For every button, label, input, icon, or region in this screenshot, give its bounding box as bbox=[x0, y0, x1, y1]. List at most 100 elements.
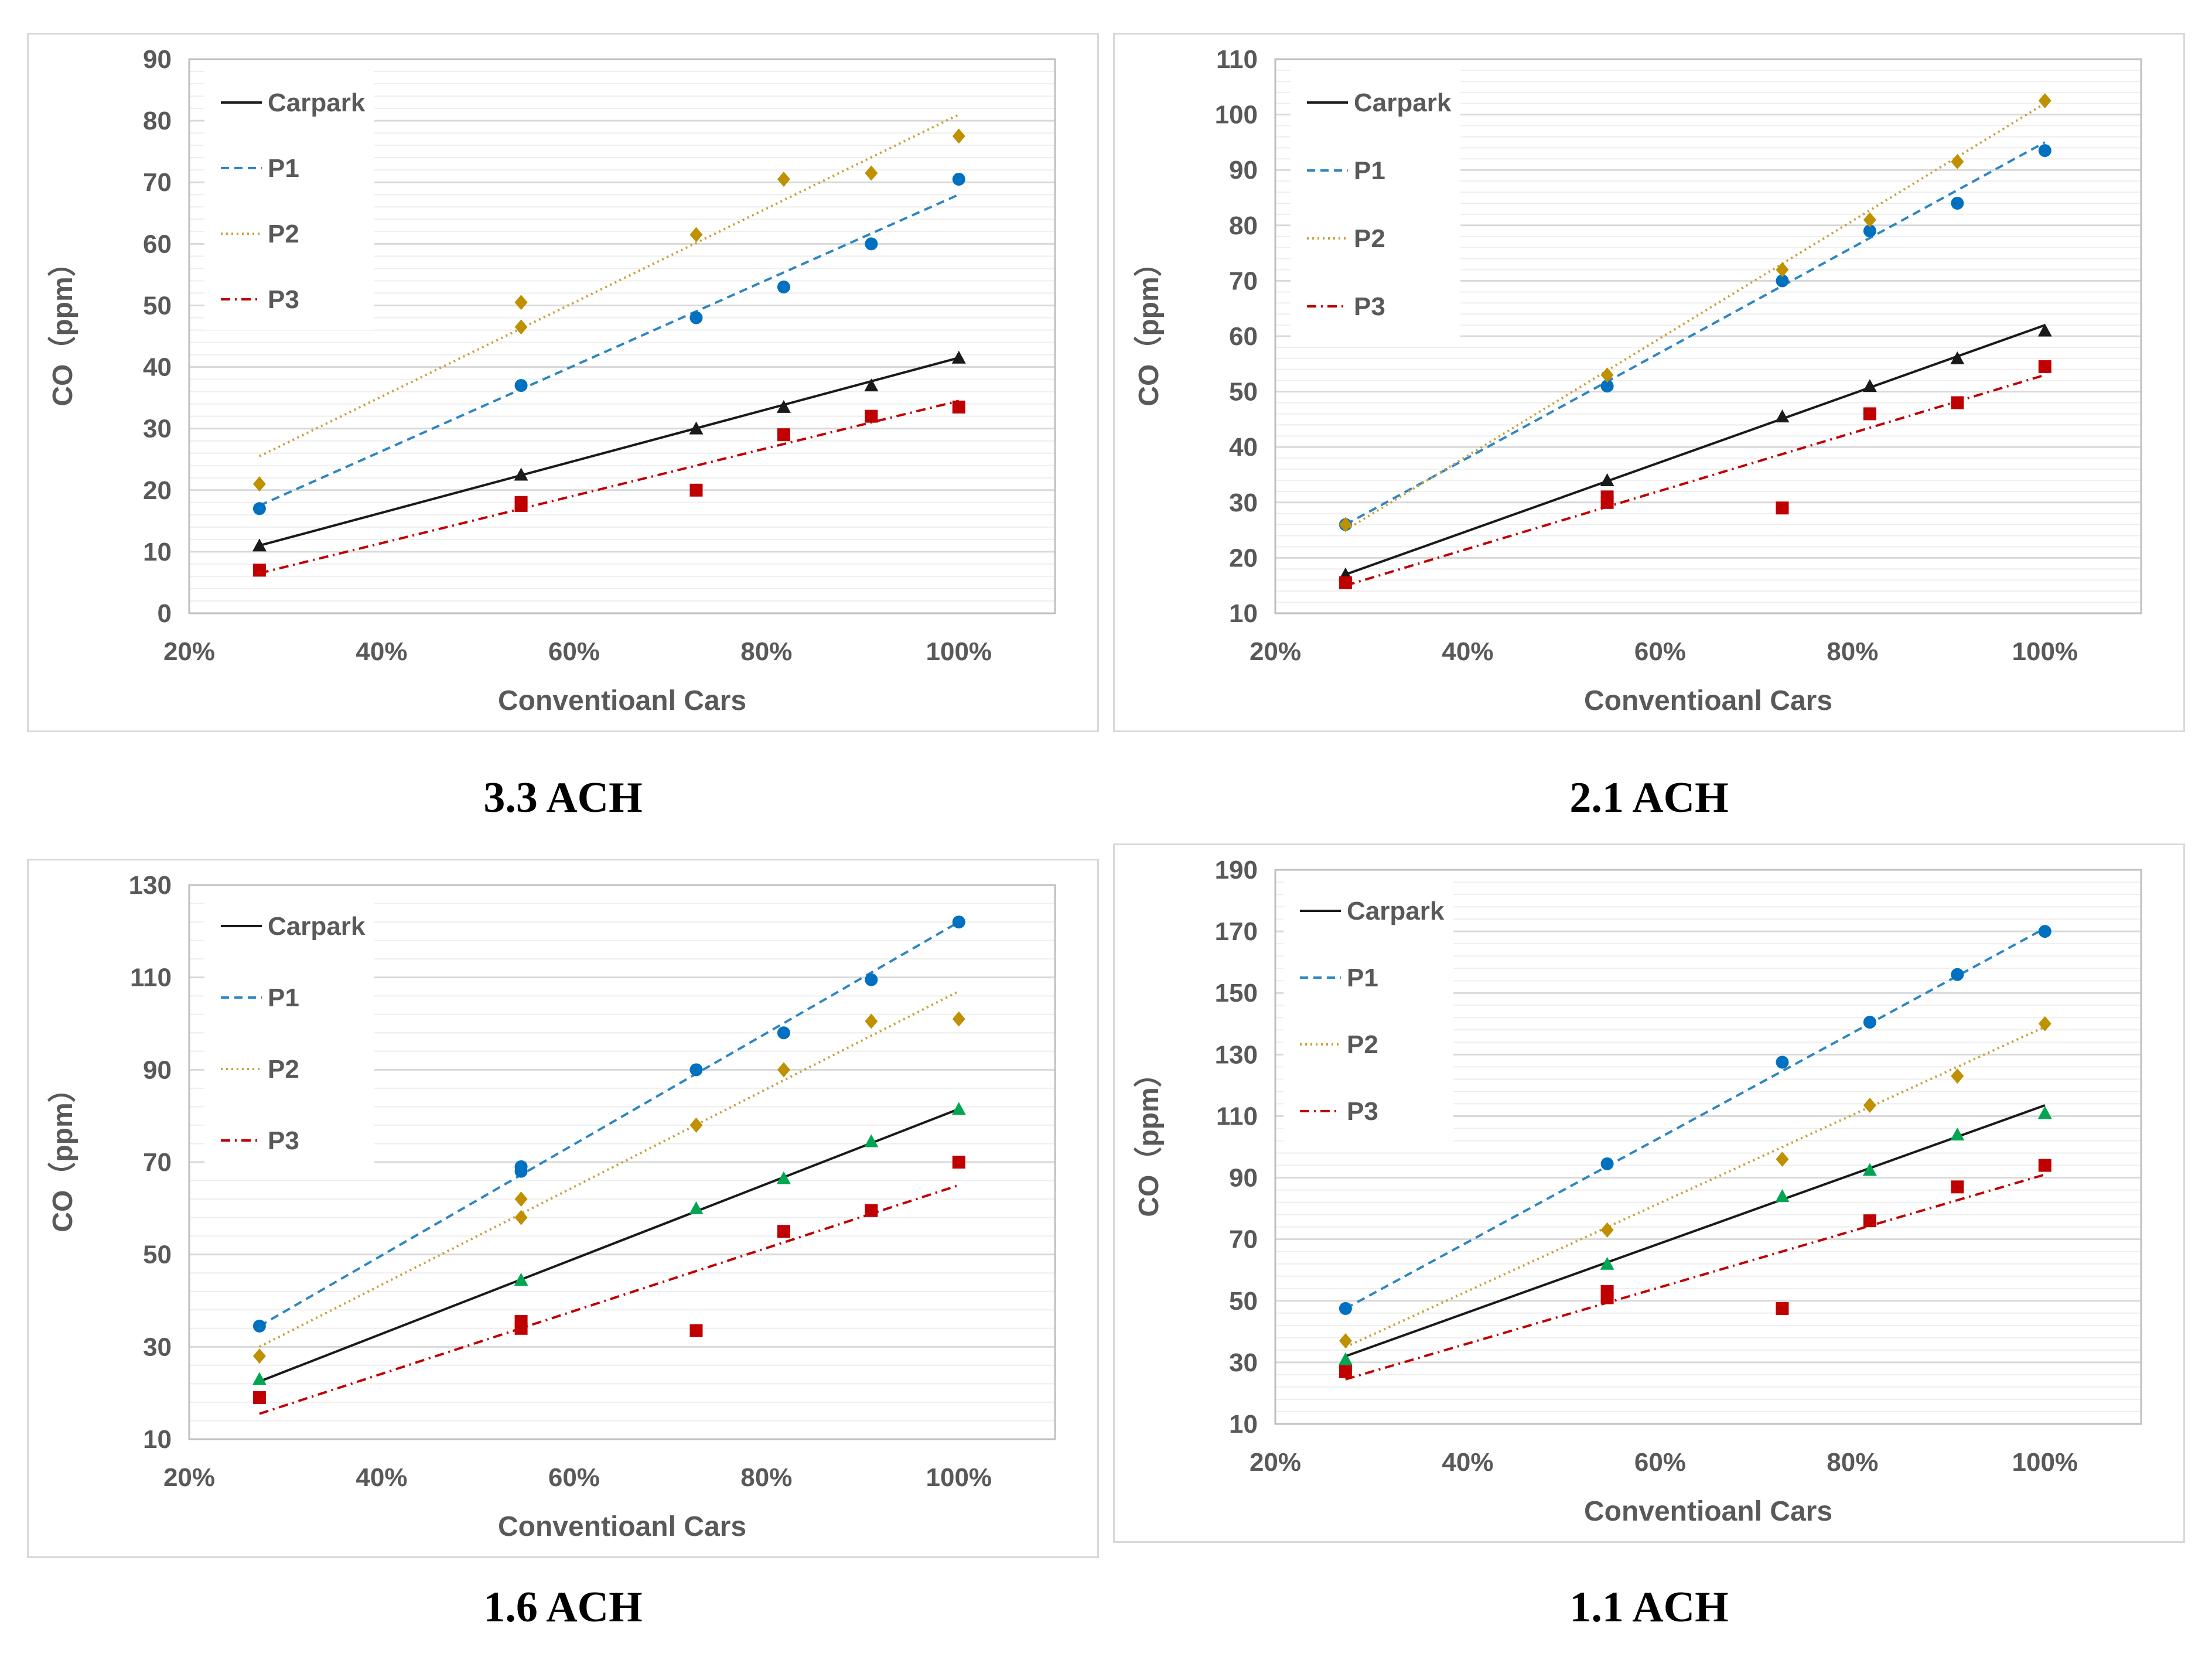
data-point-carpark bbox=[252, 1372, 267, 1385]
y-tick-label: 0 bbox=[158, 599, 172, 628]
legend: Carpark P1 P2 P3 bbox=[1291, 67, 1460, 339]
data-point-p1 bbox=[1776, 1056, 1789, 1069]
plot-area-frame bbox=[188, 58, 1056, 614]
x-tick-label: 20% bbox=[1250, 1448, 1301, 1477]
data-point-p1 bbox=[689, 311, 703, 325]
series-p3 bbox=[252, 399, 965, 577]
y-tick-label: 30 bbox=[1229, 1348, 1258, 1377]
data-point-p2 bbox=[1863, 212, 1876, 228]
data-point-carpark bbox=[689, 1201, 704, 1214]
x-axis-ticks: 20% 40% 60% 80% 100% bbox=[163, 1463, 992, 1492]
data-point-carpark bbox=[864, 378, 879, 392]
data-point-carpark bbox=[252, 538, 267, 552]
y-tick-label: 30 bbox=[143, 1333, 172, 1361]
chart-panel-1-6-ach: 10 30 50 70 90 110 130 20% 40% 60% 80% 100% Conventi… bbox=[27, 859, 1099, 1558]
y-tick-label: 70 bbox=[143, 1148, 172, 1177]
series-carpark bbox=[1338, 323, 2052, 580]
legend-label-p3: P3 bbox=[268, 285, 299, 314]
y-tick-label: 110 bbox=[1216, 45, 1258, 74]
data-point-p3 bbox=[865, 409, 878, 423]
data-point-p2 bbox=[514, 1191, 528, 1207]
data-point-p3 bbox=[2038, 1159, 2051, 1172]
legend: Carpark P1 P2 P3 bbox=[204, 67, 374, 330]
caption-2-1-ach: 2.1 ACH bbox=[1569, 774, 1729, 822]
data-point-p2 bbox=[952, 128, 965, 144]
data-point-p3 bbox=[1776, 1302, 1789, 1315]
y-tick-label: 100 bbox=[1215, 101, 1258, 129]
legend-background bbox=[204, 67, 374, 330]
x-axis-title: Conventioanl Cars bbox=[1584, 685, 1832, 716]
data-point-carpark bbox=[951, 1102, 966, 1115]
y-tick-label: 150 bbox=[1215, 979, 1258, 1007]
data-point-carpark bbox=[1862, 1163, 1877, 1176]
data-point-p1 bbox=[1863, 1016, 1876, 1029]
plot-area-frame bbox=[1274, 58, 2142, 614]
y-tick-label: 130 bbox=[129, 871, 172, 900]
chart-1-6-ach: 10 30 50 70 90 110 130 20% 40% 60% 80% 100% Conventi… bbox=[47, 871, 1056, 1542]
trendline-carpark bbox=[259, 356, 960, 547]
x-tick-label: 20% bbox=[1250, 637, 1301, 666]
series-p2 bbox=[252, 990, 965, 1364]
data-point-p2 bbox=[1339, 517, 1352, 532]
trendline-carpark bbox=[1345, 324, 2046, 576]
plot-area-frame bbox=[1274, 869, 2142, 1425]
data-point-p1 bbox=[952, 172, 965, 186]
y-tick-label: 130 bbox=[1215, 1040, 1258, 1069]
data-point-p3 bbox=[252, 563, 266, 577]
data-point-p3 bbox=[952, 1156, 965, 1169]
y-axis-title: CO（ppm） bbox=[1134, 1059, 1165, 1217]
data-point-carpark bbox=[1600, 473, 1614, 486]
legend-label-carpark: Carpark bbox=[1354, 88, 1452, 117]
data-point-p1 bbox=[1863, 224, 1876, 238]
data-point-p2 bbox=[514, 295, 528, 310]
data-point-p2 bbox=[1951, 1068, 1964, 1084]
data-point-p2 bbox=[2038, 93, 2051, 108]
y-tick-label: 10 bbox=[1229, 599, 1258, 628]
x-tick-label: 80% bbox=[740, 637, 792, 666]
chart-panel-1-1-ach: 10 30 50 70 90 110 130 150 170 190 20% 40% 60% 80% 100… bbox=[1113, 843, 2185, 1543]
y-tick-label: 30 bbox=[1229, 489, 1258, 517]
data-point-p3 bbox=[1339, 1365, 1352, 1378]
y-tick-label: 90 bbox=[143, 45, 172, 74]
data-point-carpark bbox=[1600, 1256, 1614, 1270]
data-point-p2 bbox=[2038, 1016, 2051, 1031]
data-point-p3 bbox=[1951, 396, 1964, 409]
data-point-p3 bbox=[1951, 1180, 1964, 1194]
data-point-p3 bbox=[777, 1225, 790, 1238]
y-tick-label: 10 bbox=[143, 538, 172, 566]
x-axis-ticks: 20% 40% 60% 80% 100% bbox=[1250, 1448, 2078, 1477]
y-axis-ticks: 10 30 50 70 90 110 130 bbox=[129, 871, 172, 1454]
caption-3-3-ach: 3.3 ACH bbox=[483, 774, 643, 822]
legend: Carpark P1 P2 P3 bbox=[204, 891, 374, 1177]
data-point-p1 bbox=[1339, 1302, 1352, 1315]
data-point-carpark bbox=[689, 421, 704, 435]
data-point-p2 bbox=[777, 1062, 790, 1078]
y-tick-label: 60 bbox=[1229, 322, 1258, 351]
plot-area-frame bbox=[188, 884, 1056, 1440]
data-point-p3 bbox=[2038, 360, 2051, 374]
series-p3 bbox=[1339, 1159, 2051, 1381]
y-tick-label: 110 bbox=[1216, 1102, 1258, 1130]
legend-background bbox=[1283, 876, 1453, 1143]
data-point-p1 bbox=[689, 1063, 703, 1077]
y-tick-label: 10 bbox=[1229, 1410, 1258, 1439]
data-point-p2 bbox=[865, 1013, 878, 1029]
data-point-carpark bbox=[864, 1134, 879, 1147]
x-tick-label: 20% bbox=[163, 1463, 215, 1492]
data-point-p2 bbox=[1863, 1098, 1876, 1114]
x-tick-label: 100% bbox=[2012, 637, 2078, 666]
series-carpark bbox=[252, 1102, 966, 1385]
x-tick-label: 100% bbox=[926, 1463, 992, 1492]
data-point-carpark bbox=[776, 1171, 791, 1184]
y-tick-label: 20 bbox=[143, 476, 172, 505]
data-point-p1 bbox=[777, 280, 790, 293]
data-point-p2 bbox=[252, 476, 266, 492]
chart-2-1-ach: 10 20 30 40 50 60 70 80 90 100 110 20% 40% 60% 80% 100%… bbox=[1134, 45, 2142, 716]
data-point-carpark bbox=[2037, 1106, 2052, 1119]
y-tick-label: 50 bbox=[1229, 378, 1258, 407]
x-tick-label: 40% bbox=[1442, 637, 1493, 666]
data-point-carpark bbox=[2037, 323, 2052, 337]
chart-panel-2-1-ach: 10 20 30 40 50 60 70 80 90 100 110 20% 40% 60% 80% 100%… bbox=[1113, 33, 2185, 732]
data-point-p2 bbox=[1600, 367, 1614, 383]
data-point-p3 bbox=[1339, 576, 1352, 589]
